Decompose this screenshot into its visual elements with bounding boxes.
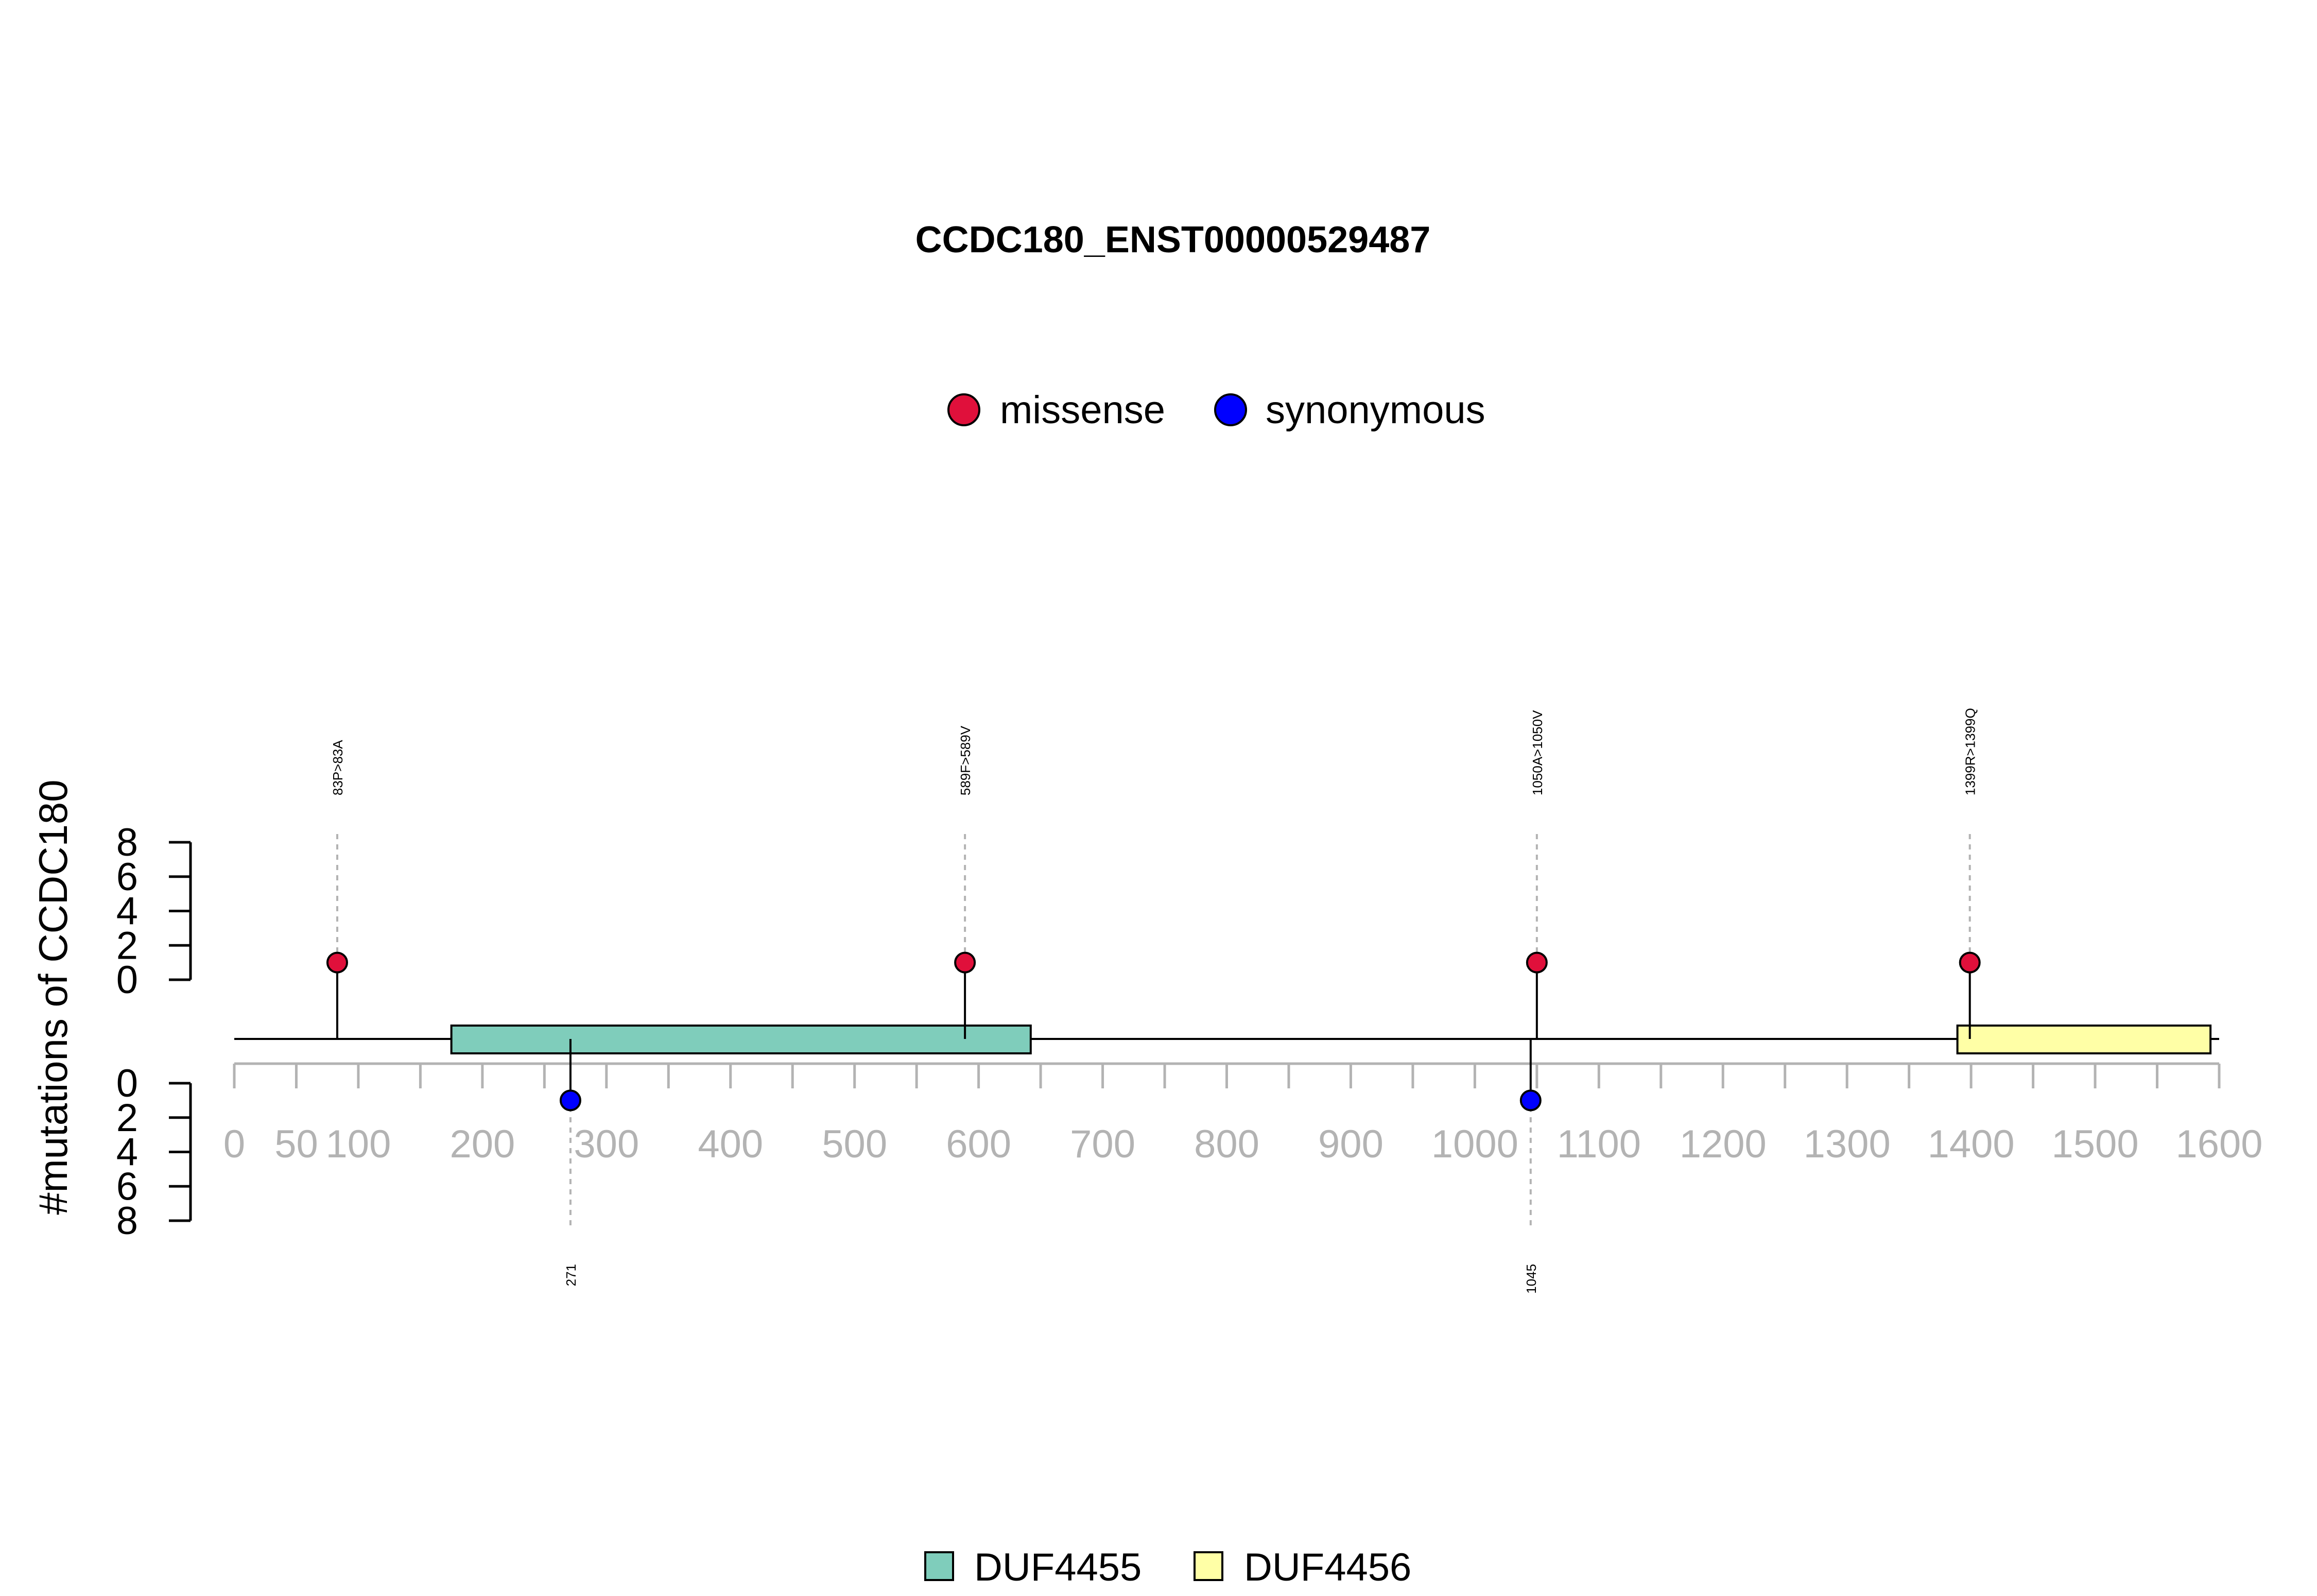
- x-tick-label: 1400: [1928, 1122, 2015, 1166]
- x-tick-label: 50: [274, 1122, 318, 1166]
- y-axis-title: #mutations of CCDC180: [30, 779, 76, 1215]
- mutation-label: 589F>589V: [958, 725, 973, 795]
- x-tick-label: 1500: [2052, 1122, 2139, 1166]
- mutation-lollipops: 83P>83A 589F>589V 1050A>1050V 1399R>1399Q 27…: [326, 708, 1981, 1294]
- mutation-point: [1959, 951, 1981, 974]
- mutation-point: [1519, 1089, 1542, 1112]
- y-top-tick-label: 2: [116, 924, 138, 967]
- x-tick-label: 1000: [1431, 1122, 1518, 1166]
- y-bottom-tick-label: 6: [116, 1165, 138, 1208]
- y-bottom-tick-label: 4: [116, 1131, 138, 1174]
- legend-duf4456-swatch: [1194, 1551, 1223, 1581]
- legend-duf4456-label: DUF4456: [1244, 1546, 1411, 1589]
- x-tick-label: 300: [574, 1122, 639, 1166]
- legend-synonymous-label: synonymous: [1266, 388, 1485, 432]
- x-tick-label: 600: [946, 1122, 1011, 1166]
- y-bottom-tick-label: 2: [116, 1096, 138, 1140]
- mutation-point: [1526, 951, 1548, 974]
- domain-duf4456: [1956, 1025, 2212, 1054]
- y-bottom-tick-label: 8: [116, 1199, 138, 1243]
- x-tick-label: 900: [1318, 1122, 1384, 1166]
- mutation-label: 1050A>1050V: [1530, 710, 1545, 795]
- legend-duf4455-label: DUF4455: [974, 1546, 1142, 1589]
- x-tick-label: 100: [326, 1122, 391, 1166]
- chart-title: CCDC180_ENST00000529487: [915, 219, 1431, 261]
- x-tick-label: 1300: [1804, 1122, 1891, 1166]
- mutation-label: 271: [563, 1264, 579, 1286]
- legend-synonymous-marker: [1214, 393, 1247, 426]
- y-bottom-tick-label: 0: [116, 1062, 138, 1105]
- x-tick-label: 0: [223, 1122, 245, 1166]
- mutation-label: 1045: [1524, 1264, 1539, 1294]
- x-tick-label: 400: [698, 1122, 763, 1166]
- domain-boxes: [450, 1025, 2212, 1054]
- x-tick-label: 1200: [1680, 1122, 1767, 1166]
- y-top-tick-label: 6: [116, 855, 138, 899]
- mutation-legend: missense synonymous: [947, 388, 1485, 432]
- x-tick-label: 800: [1194, 1122, 1259, 1166]
- x-tick-label: 200: [449, 1122, 515, 1166]
- x-tick-label: 1600: [2175, 1122, 2262, 1166]
- y-top-tick-label: 8: [116, 821, 138, 864]
- legend-missense-label: missense: [1000, 388, 1165, 432]
- y-top-tick-label: 4: [116, 890, 138, 933]
- mutation-label: 1399R>1399Q: [1963, 708, 1978, 795]
- legend-duf4455-swatch: [924, 1551, 954, 1581]
- domain-duf4455: [450, 1025, 1032, 1054]
- mutation-point: [559, 1089, 581, 1112]
- domain-legend: DUF4455 DUF4456: [924, 1546, 1411, 1589]
- mutation-label: 83P>83A: [330, 740, 345, 795]
- x-tick-label: 1100: [1557, 1122, 1641, 1166]
- x-axis: 0 50 100 200 300 400 500 600 700 800 900 1000 1100 12…: [223, 1062, 2263, 1166]
- x-tick-label: 500: [822, 1122, 887, 1166]
- mutation-point: [954, 951, 976, 974]
- x-tick-label: 700: [1070, 1122, 1135, 1166]
- mutation-point: [326, 951, 348, 974]
- legend-missense-marker: [947, 393, 980, 426]
- y-top-tick-label: 0: [116, 958, 138, 1002]
